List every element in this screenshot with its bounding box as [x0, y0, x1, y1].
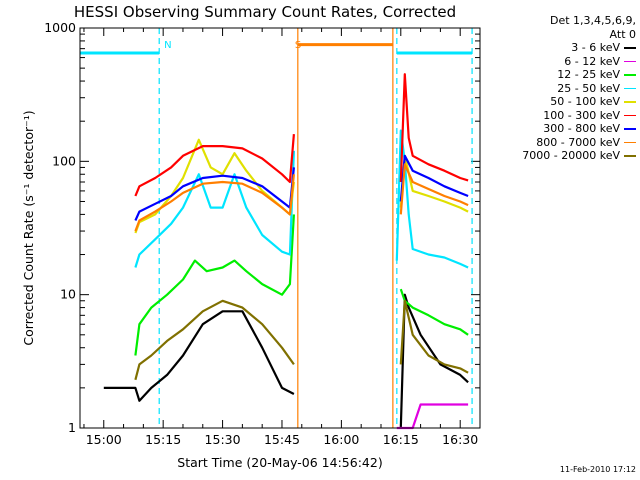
legend-swatch: [624, 141, 636, 143]
legend-swatch: [624, 74, 636, 76]
legend-swatch: [624, 128, 636, 130]
legend-entry: 25 - 50 keV: [486, 82, 636, 96]
legend-label: 12 - 25 keV: [557, 68, 620, 81]
series-line: [396, 403, 469, 430]
legend-label: 25 - 50 keV: [557, 81, 620, 95]
legend-entry: 7000 - 20000 keV: [486, 149, 636, 163]
legend-label: 800 - 7000 keV: [536, 135, 620, 149]
legend-label: 3 - 6 keV: [571, 41, 620, 54]
x-tick-label: 15:15: [145, 432, 181, 447]
series-line: [134, 299, 469, 381]
x-tick-label: 15:30: [205, 432, 241, 447]
legend: Det 1,3,4,5,6,9, Att 0 3 - 6 keV 6 - 12 k…: [486, 14, 636, 163]
legend-label: 100 - 300 keV: [543, 108, 620, 122]
legend-entry: 12 - 25 keV: [486, 68, 636, 82]
series-line: [134, 214, 469, 356]
y-tick-label: 1: [68, 420, 76, 435]
legend-swatch: [624, 87, 636, 89]
x-tick-label: 16:00: [323, 432, 359, 447]
annotation-label: S: [295, 40, 301, 51]
annotation-label: N: [164, 40, 171, 51]
legend-entry: 6 - 12 keV: [486, 55, 636, 69]
y-tick-label: 100: [52, 153, 76, 168]
legend-swatch: [624, 60, 636, 62]
legend-swatch: [624, 155, 636, 157]
legend-entry: 50 - 100 keV: [486, 95, 636, 109]
legend-entry: 100 - 300 keV: [486, 109, 636, 123]
x-axis-label: Start Time (20-May-06 14:56:42): [177, 455, 382, 470]
legend-label: 6 - 12 keV: [564, 54, 620, 68]
legend-entry: 300 - 800 keV: [486, 122, 636, 136]
legend-swatch: [624, 114, 636, 116]
footer-date: 11-Feb-2010 17:12: [559, 465, 636, 474]
legend-swatch: [624, 47, 636, 49]
series-line: [134, 163, 469, 232]
legend-entry: 800 - 7000 keV: [486, 136, 636, 150]
legend-label: 300 - 800 keV: [543, 122, 620, 135]
legend-title-line1: Det 1,3,4,5,6,9,: [549, 14, 636, 27]
legend-title-line2: Att 0: [609, 27, 636, 41]
series-line: [103, 293, 469, 429]
legend-swatch: [624, 101, 636, 103]
axes-layer: 15:00 15:15 15:30 15:45 16:00 16:15 16:30 1 10 10…: [44, 20, 481, 447]
legend-label: 50 - 100 keV: [550, 95, 620, 108]
chart-title: HESSI Observing Summary Count Rates, Cor…: [74, 3, 456, 21]
series-layer: [103, 73, 469, 430]
x-tick-label: 16:15: [383, 432, 419, 447]
x-tick-label: 16:30: [442, 432, 478, 447]
x-tick-label: 15:00: [86, 432, 122, 447]
y-tick-label: 10: [60, 287, 76, 302]
y-tick-label: 1000: [44, 20, 76, 35]
legend-entries: 3 - 6 keV 6 - 12 keV 12 - 25 keV 25 - 50 ke…: [486, 41, 636, 163]
plot-frame: [79, 27, 481, 429]
legend-label: 7000 - 20000 keV: [522, 149, 620, 162]
series-line: [134, 154, 469, 221]
y-axis-label: Corrected Count Rate (s⁻¹ detector⁻¹): [21, 110, 36, 345]
legend-entry: 3 - 6 keV: [486, 41, 636, 55]
x-tick-label: 15:45: [264, 432, 300, 447]
series-line: [134, 129, 469, 269]
series-line: [134, 73, 469, 197]
